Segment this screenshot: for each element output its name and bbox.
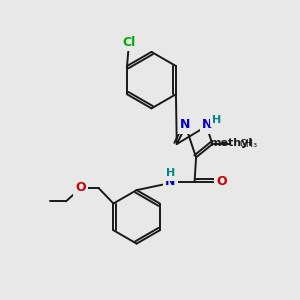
Text: H: H xyxy=(212,115,221,125)
Text: methyl: methyl xyxy=(210,138,253,148)
Text: Cl: Cl xyxy=(122,36,135,49)
Text: N: N xyxy=(202,118,212,131)
Text: O: O xyxy=(217,175,227,188)
Text: O: O xyxy=(76,181,86,194)
Text: N: N xyxy=(180,119,190,132)
Text: H: H xyxy=(211,116,220,126)
Text: H: H xyxy=(166,169,176,178)
Text: H: H xyxy=(166,169,175,178)
Text: CH₃: CH₃ xyxy=(239,139,257,149)
Text: N: N xyxy=(202,119,212,132)
Text: N: N xyxy=(166,175,176,188)
Text: N: N xyxy=(180,118,190,131)
Text: N: N xyxy=(165,175,175,188)
Text: Cl: Cl xyxy=(122,36,135,49)
Text: O: O xyxy=(76,181,86,194)
Text: O: O xyxy=(217,175,227,188)
